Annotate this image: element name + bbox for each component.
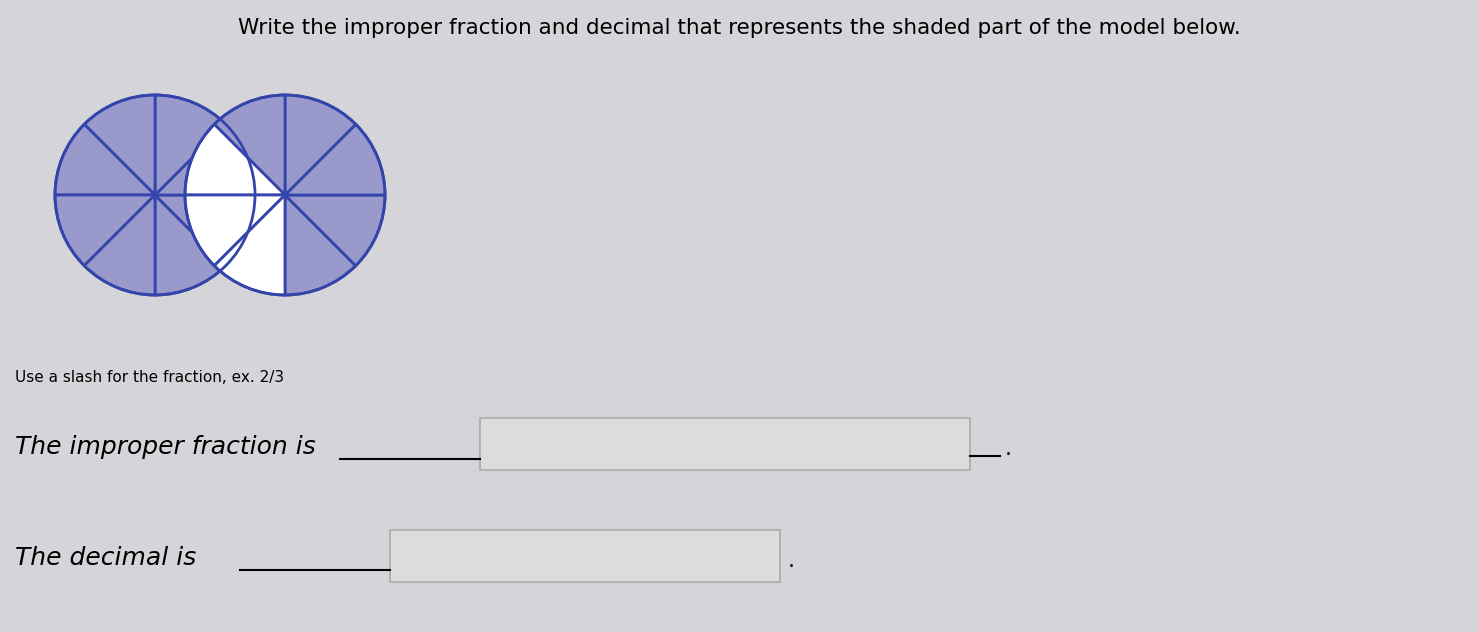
- Wedge shape: [185, 125, 285, 195]
- Wedge shape: [285, 95, 356, 195]
- Wedge shape: [155, 125, 256, 195]
- Wedge shape: [84, 95, 155, 195]
- Text: The improper fraction is: The improper fraction is: [15, 435, 316, 459]
- Wedge shape: [214, 95, 285, 195]
- Wedge shape: [285, 125, 384, 195]
- Text: .: .: [1005, 439, 1012, 459]
- Text: .: .: [788, 551, 795, 571]
- Wedge shape: [55, 125, 155, 195]
- Wedge shape: [55, 195, 155, 265]
- FancyBboxPatch shape: [390, 530, 780, 582]
- Wedge shape: [285, 195, 384, 265]
- Wedge shape: [155, 195, 226, 295]
- Text: The decimal is: The decimal is: [15, 546, 197, 570]
- Text: Write the improper fraction and decimal that represents the shaded part of the m: Write the improper fraction and decimal …: [238, 18, 1240, 38]
- FancyBboxPatch shape: [480, 418, 970, 470]
- Wedge shape: [214, 195, 285, 295]
- Wedge shape: [285, 195, 356, 295]
- Wedge shape: [155, 95, 226, 195]
- Wedge shape: [185, 195, 285, 265]
- Wedge shape: [155, 195, 256, 265]
- Wedge shape: [84, 195, 155, 295]
- Text: Use a slash for the fraction, ex. 2/3: Use a slash for the fraction, ex. 2/3: [15, 370, 284, 385]
